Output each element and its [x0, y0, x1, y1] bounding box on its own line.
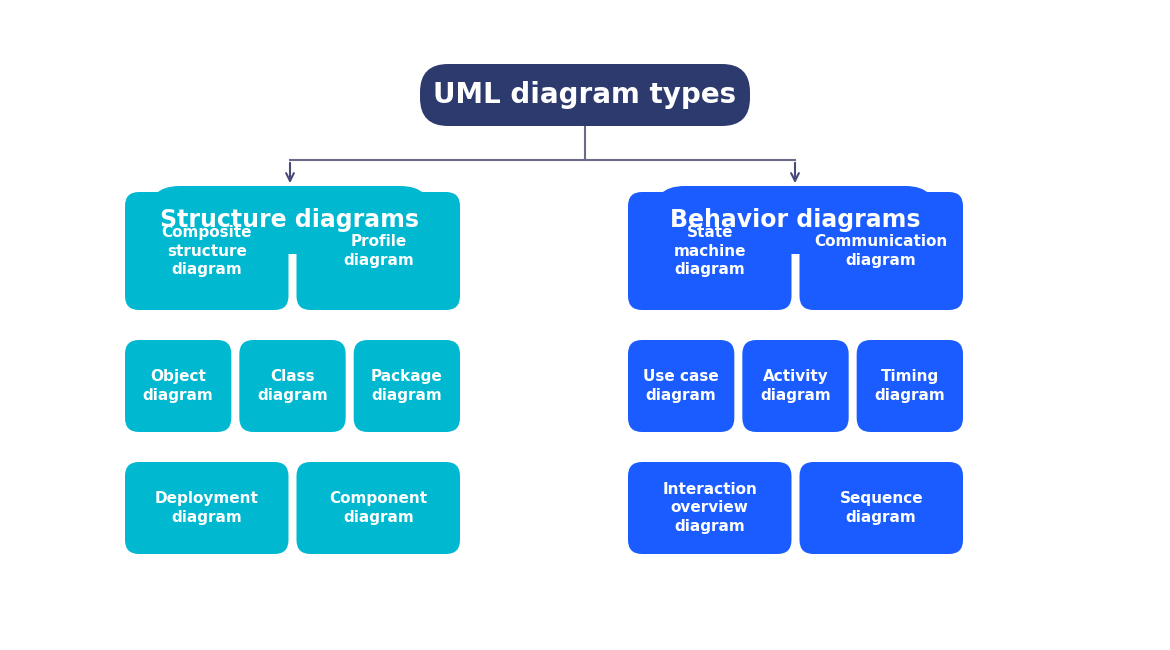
FancyBboxPatch shape: [296, 462, 460, 554]
FancyBboxPatch shape: [420, 64, 750, 126]
FancyBboxPatch shape: [125, 340, 232, 432]
Text: Object
diagram: Object diagram: [143, 369, 214, 403]
Text: Activity
diagram: Activity diagram: [760, 369, 831, 403]
Text: Class
diagram: Class diagram: [257, 369, 328, 403]
Text: Profile
diagram: Profile diagram: [343, 234, 414, 268]
Text: Component
diagram: Component diagram: [329, 491, 427, 525]
FancyBboxPatch shape: [240, 340, 345, 432]
FancyBboxPatch shape: [125, 192, 289, 310]
FancyBboxPatch shape: [742, 340, 848, 432]
FancyBboxPatch shape: [125, 462, 289, 554]
Text: Deployment
diagram: Deployment diagram: [154, 491, 259, 525]
Text: Use case
diagram: Use case diagram: [644, 369, 720, 403]
FancyBboxPatch shape: [628, 340, 735, 432]
Text: State
machine
diagram: State machine diagram: [674, 225, 746, 277]
Text: Composite
structure
diagram: Composite structure diagram: [161, 225, 252, 277]
Text: Behavior diagrams: Behavior diagrams: [669, 208, 921, 232]
Text: Package
diagram: Package diagram: [371, 369, 442, 403]
FancyBboxPatch shape: [799, 462, 963, 554]
FancyBboxPatch shape: [628, 192, 791, 310]
FancyBboxPatch shape: [296, 192, 460, 310]
FancyBboxPatch shape: [653, 186, 937, 254]
FancyBboxPatch shape: [799, 192, 963, 310]
FancyBboxPatch shape: [353, 340, 460, 432]
FancyBboxPatch shape: [147, 186, 433, 254]
Text: Sequence
diagram: Sequence diagram: [839, 491, 923, 525]
Text: UML diagram types: UML diagram types: [433, 81, 737, 109]
Text: Structure diagrams: Structure diagrams: [160, 208, 420, 232]
Text: Interaction
overview
diagram: Interaction overview diagram: [662, 482, 757, 534]
Text: Timing
diagram: Timing diagram: [874, 369, 945, 403]
FancyBboxPatch shape: [628, 462, 791, 554]
FancyBboxPatch shape: [856, 340, 963, 432]
Text: Communication
diagram: Communication diagram: [814, 234, 948, 268]
